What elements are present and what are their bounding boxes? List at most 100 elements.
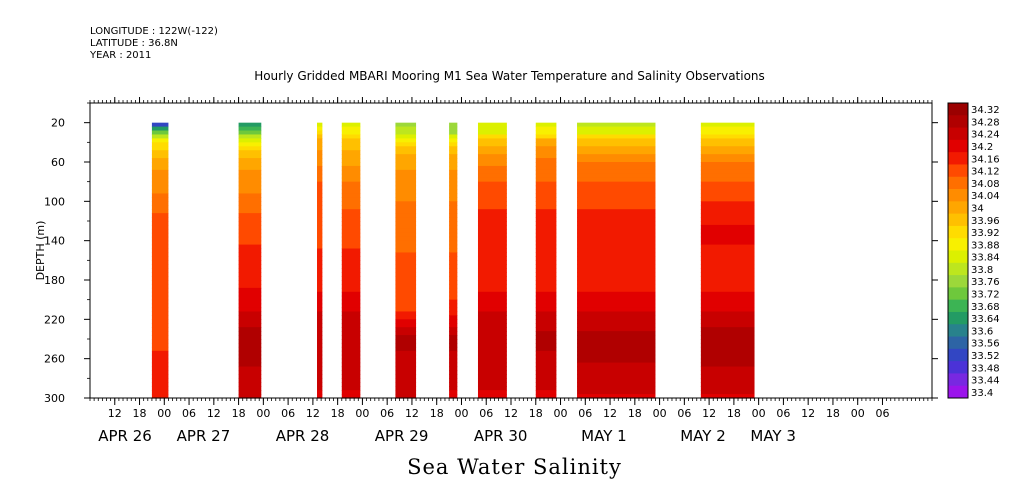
salinity-cell (700, 268, 755, 273)
salinity-cell (700, 173, 755, 179)
salinity-cell (151, 366, 169, 372)
salinity-cell (395, 165, 417, 171)
salinity-cell (577, 122, 656, 128)
salinity-cell (341, 362, 361, 368)
salinity-cell (238, 307, 262, 313)
salinity-cell (700, 181, 755, 187)
salinity-cell (577, 244, 656, 250)
x-tick-label: 18 (331, 407, 345, 420)
salinity-cell (535, 319, 557, 324)
salinity-cell (700, 370, 755, 375)
salinity-cell (151, 268, 169, 273)
salinity-cell (395, 327, 417, 332)
x-tick-label: 00 (752, 407, 766, 420)
salinity-cell (395, 126, 417, 132)
salinity-cell (238, 386, 262, 391)
salinity-cell (317, 181, 323, 187)
salinity-cell (151, 158, 169, 163)
salinity-cell (151, 162, 169, 167)
salinity-cell (151, 122, 169, 128)
salinity-cell (535, 134, 557, 139)
salinity-cell (341, 311, 361, 316)
colorbar-swatch (948, 299, 968, 313)
salinity-cell (535, 197, 557, 202)
salinity-cell (317, 382, 323, 387)
salinity-cell (449, 224, 458, 230)
salinity-cell (449, 331, 458, 336)
salinity-cell (577, 134, 656, 139)
salinity-cell (449, 283, 458, 289)
salinity-cell (151, 287, 169, 293)
salinity-cell (577, 126, 656, 132)
salinity-cell (477, 386, 507, 391)
salinity-cell (395, 307, 417, 313)
salinity-cell (341, 370, 361, 375)
salinity-cell (577, 280, 656, 285)
salinity-cell (577, 346, 656, 352)
salinity-cell (151, 217, 169, 222)
salinity-cell (341, 228, 361, 234)
salinity-cell (395, 256, 417, 261)
y-tick-label: 260 (44, 353, 65, 366)
salinity-cell (535, 276, 557, 281)
salinity-cell (395, 319, 417, 324)
salinity-cell (700, 201, 755, 206)
salinity-cell (317, 299, 323, 305)
salinity-cell (535, 350, 557, 356)
salinity-cell (151, 280, 169, 285)
salinity-cell (395, 205, 417, 210)
x-tick-label: 00 (256, 407, 270, 420)
salinity-cell (317, 260, 323, 265)
salinity-cell (341, 264, 361, 269)
y-tick-label: 20 (51, 117, 65, 130)
salinity-cell (449, 339, 458, 344)
salinity-cell (317, 362, 323, 368)
y-tick-label: 220 (44, 313, 65, 326)
salinity-cell (395, 366, 417, 372)
colorbar-label: 33.8 (971, 265, 993, 276)
salinity-cell (238, 248, 262, 254)
salinity-cell (535, 228, 557, 234)
salinity-cell (577, 303, 656, 309)
salinity-cell (535, 205, 557, 210)
salinity-cell (535, 287, 557, 293)
salinity-cell (477, 248, 507, 254)
salinity-cell (341, 272, 361, 277)
colorbar-swatch (948, 373, 968, 387)
salinity-cell (317, 390, 323, 395)
salinity-cell (535, 378, 557, 383)
salinity-cell (317, 248, 323, 254)
salinity-cell (449, 142, 458, 147)
salinity-cell (449, 134, 458, 139)
salinity-cell (151, 339, 169, 344)
salinity-cell (449, 319, 458, 324)
salinity-cell (151, 169, 169, 175)
salinity-cell (341, 150, 361, 155)
salinity-cell (700, 303, 755, 309)
salinity-cell (395, 217, 417, 222)
salinity-cell (477, 350, 507, 356)
colorbar-swatch (948, 250, 968, 264)
salinity-cell (238, 374, 262, 379)
salinity-cell (151, 213, 169, 218)
salinity-cell (477, 217, 507, 222)
salinity-cell (238, 319, 262, 324)
salinity-cell (341, 146, 361, 151)
colorbar-swatch (948, 103, 968, 116)
salinity-cell (477, 378, 507, 383)
salinity-cell (700, 287, 755, 293)
salinity-cell (449, 276, 458, 281)
salinity-cell (341, 346, 361, 352)
salinity-cell (317, 283, 323, 289)
salinity-cell (395, 177, 417, 183)
colorbar-label: 33.6 (971, 326, 993, 337)
salinity-cell (477, 394, 507, 399)
salinity-cell (341, 122, 361, 128)
salinity-cell (151, 331, 169, 336)
salinity-cell (395, 268, 417, 273)
colorbar-label: 33.88 (971, 240, 1000, 251)
salinity-cell (477, 362, 507, 368)
colorbar-swatch (948, 361, 968, 374)
salinity-cell (238, 252, 262, 257)
salinity-cell (341, 295, 361, 301)
